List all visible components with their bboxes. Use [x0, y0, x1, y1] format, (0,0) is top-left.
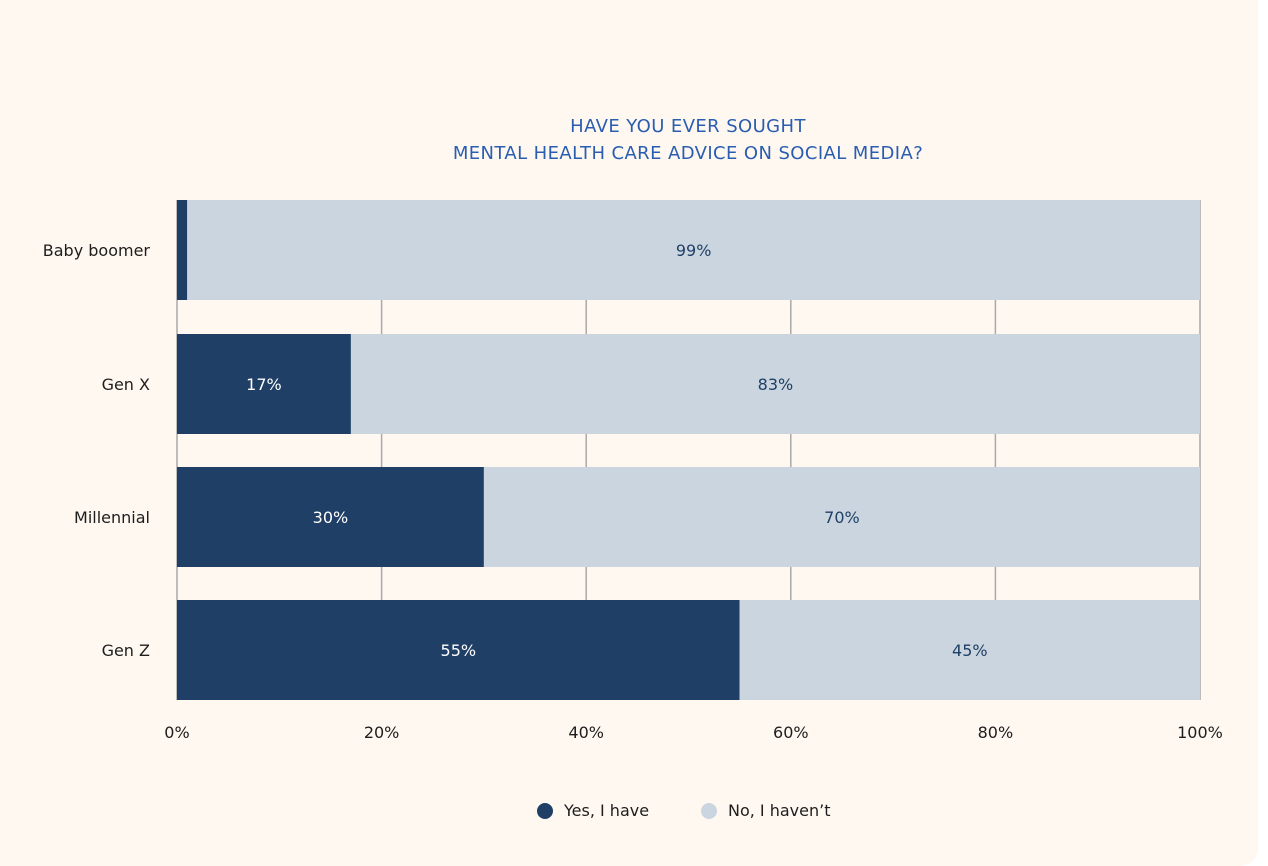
- legend-swatch: [701, 803, 717, 819]
- category-label: Gen X: [102, 375, 150, 394]
- category-label: Millennial: [74, 508, 150, 527]
- x-tick-label: 80%: [978, 723, 1014, 742]
- x-tick-label: 40%: [568, 723, 604, 742]
- data-label: 55%: [441, 641, 477, 660]
- data-label: 99%: [676, 241, 712, 260]
- data-label: 30%: [313, 508, 349, 527]
- chart-title-line-2: MENTAL HEALTH CARE ADVICE ON SOCIAL MEDI…: [453, 143, 923, 164]
- x-tick-label: 20%: [364, 723, 400, 742]
- bar-segment-baby-boomer-no: [187, 200, 1201, 300]
- bar-segment-gen-x-no: [350, 334, 1200, 434]
- legend-label: No, I haven’t: [728, 801, 831, 820]
- data-label: 83%: [758, 375, 794, 394]
- x-tick-label: 60%: [773, 723, 809, 742]
- legend-swatch: [537, 803, 553, 819]
- chart-title: HAVE YOU EVER SOUGHT MENTAL HEALTH CARE A…: [453, 116, 923, 164]
- bar-segment-millennial-no: [483, 467, 1200, 567]
- legend: Yes, I have No, I haven’t: [537, 801, 831, 820]
- data-label: 70%: [824, 508, 860, 527]
- chart-title-line-1: HAVE YOU EVER SOUGHT: [570, 116, 806, 137]
- category-label: Baby boomer: [43, 241, 151, 260]
- data-label: 45%: [952, 641, 988, 660]
- x-tick-label: 100%: [1177, 723, 1223, 742]
- x-tick-label: 0%: [164, 723, 189, 742]
- bars: 99% 17% 83% 30% 70% 55% 45%: [177, 200, 1201, 700]
- data-label: 17%: [246, 375, 282, 394]
- category-labels: Baby boomer Gen X Millennial Gen Z: [43, 241, 151, 660]
- x-axis-ticks: 0% 20% 40% 60% 80% 100%: [164, 723, 1223, 742]
- category-label: Gen Z: [102, 641, 150, 660]
- bar-segment-gen-z-yes: [177, 600, 740, 700]
- legend-label: Yes, I have: [563, 801, 649, 820]
- bar-segment-baby-boomer-yes: [177, 200, 188, 300]
- bar-segment-gen-z-no: [739, 600, 1200, 700]
- bar-segment-gen-x-yes: [177, 334, 351, 434]
- bar-segment-millennial-yes: [177, 467, 484, 567]
